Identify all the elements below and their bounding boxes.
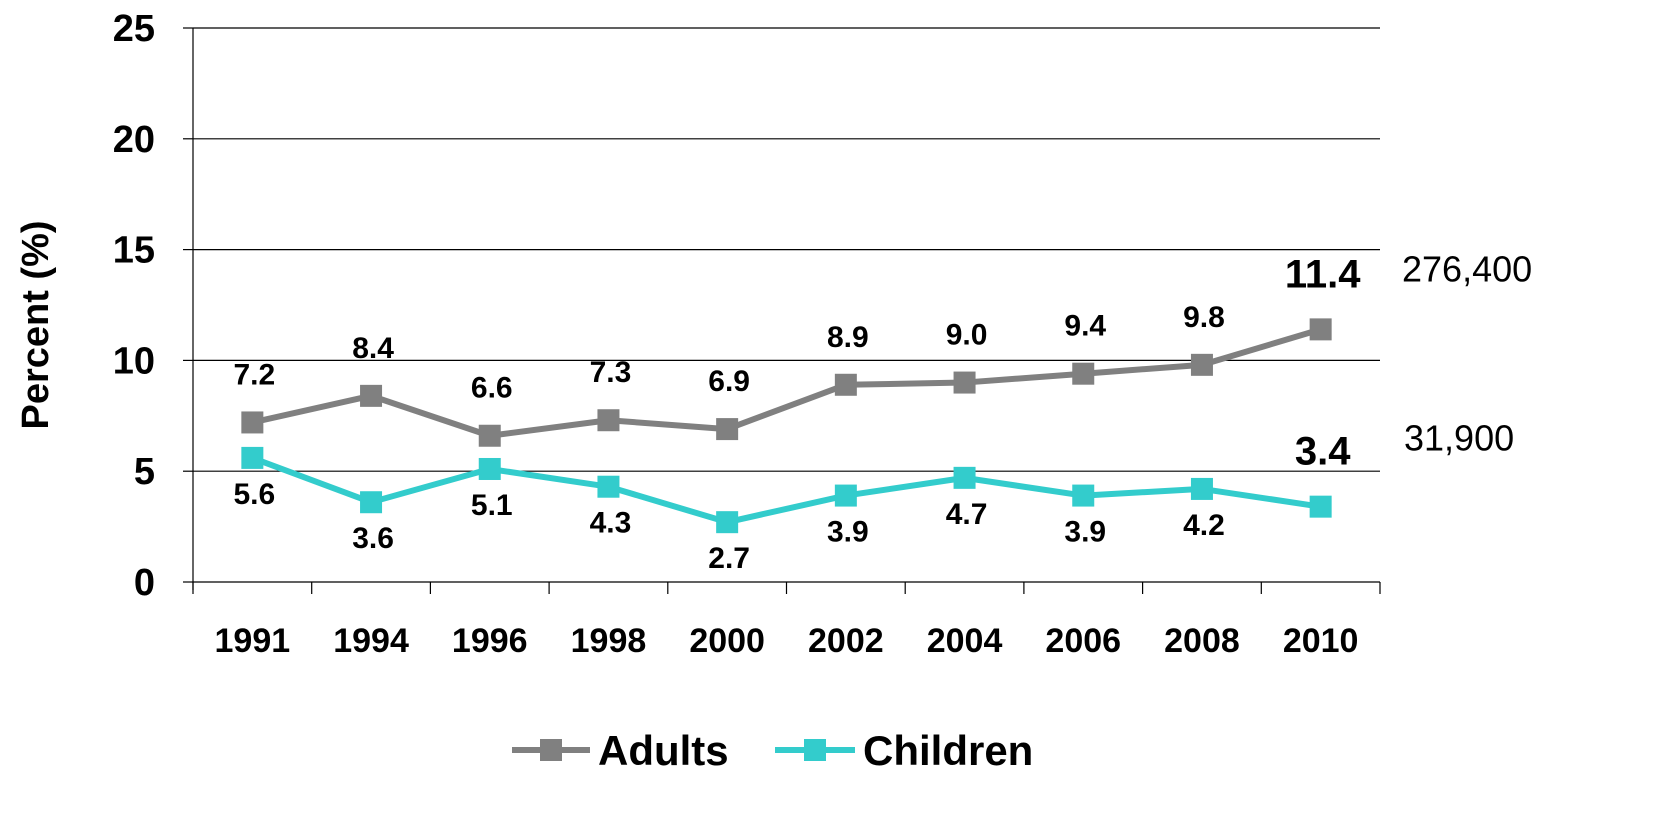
legend-label-children: Children [863, 727, 1033, 774]
data-label-children: 5.6 [233, 478, 275, 511]
data-labels: 7.2 8.4 6.6 7.3 6.9 8.9 9.0 9.4 9.8 11.4 5.6 3.6 5.1… [233, 248, 1532, 575]
data-point-children [834, 484, 857, 507]
data-point-children [360, 491, 383, 514]
x-tick-label: 1996 [452, 622, 528, 660]
adults-count-annotation: 276,400 [1402, 248, 1532, 289]
data-label-children: 4.3 [590, 507, 632, 540]
series-line-children [251, 455, 1322, 526]
axes [183, 27, 1381, 594]
data-label-adults: 9.8 [1183, 301, 1225, 334]
x-tick-label: 1991 [215, 622, 291, 660]
data-label-adults: 11.4 [1285, 252, 1361, 296]
y-axis-label: Percent (%) [15, 220, 57, 429]
series-layer [241, 318, 1332, 534]
data-label-children: 5.1 [471, 489, 513, 522]
y-tick-label: 20 [113, 119, 155, 161]
data-label-children: 3.6 [352, 522, 394, 555]
data-point-children [1072, 484, 1095, 507]
data-point-children [1309, 495, 1332, 518]
data-label-adults: 6.6 [471, 372, 513, 405]
x-tick-labels: 1991 1994 1996 1998 2000 2002 2004 2006 2008 2010 [215, 622, 1359, 660]
data-label-children: 3.9 [1064, 516, 1106, 549]
data-label-children: 4.7 [946, 498, 988, 531]
data-label-adults: 8.4 [352, 332, 394, 365]
x-tick-label: 2002 [808, 622, 884, 660]
children-count-annotation: 31,900 [1404, 418, 1514, 459]
legend: Adults Children [512, 727, 1033, 774]
x-tick-label: 1998 [571, 622, 647, 660]
legend-swatch-marker-children [804, 739, 826, 761]
x-tick-label: 1994 [333, 622, 409, 660]
y-tick-labels: 0 5 10 15 20 25 [113, 8, 155, 604]
data-point-adults [241, 411, 264, 434]
data-label-children: 3.4 [1295, 430, 1351, 474]
data-label-children: 2.7 [708, 542, 750, 575]
data-point-adults [360, 384, 383, 407]
data-point-adults [834, 373, 857, 396]
y-tick-label: 15 [113, 230, 155, 272]
legend-swatch-marker-adults [540, 739, 562, 761]
x-tick-label: 2004 [927, 622, 1003, 660]
series-line-adults [251, 326, 1322, 439]
data-point-children [597, 475, 620, 498]
data-point-adults [716, 418, 739, 441]
data-label-children: 3.9 [827, 516, 869, 549]
x-tick-label: 2008 [1164, 622, 1240, 660]
gridlines [193, 27, 1380, 472]
data-point-children [1190, 477, 1213, 500]
data-point-children [716, 511, 739, 534]
y-tick-label: 5 [134, 451, 155, 493]
data-point-adults [1190, 353, 1213, 376]
data-label-adults: 7.2 [233, 358, 275, 391]
data-label-adults: 8.9 [827, 321, 869, 354]
data-point-adults [597, 409, 620, 432]
data-point-children [478, 457, 501, 480]
x-tick-label: 2000 [689, 622, 765, 660]
data-label-adults: 9.0 [946, 319, 988, 352]
data-point-adults [1072, 362, 1095, 385]
data-point-adults [478, 424, 501, 447]
data-point-adults [953, 371, 976, 394]
data-label-children: 4.2 [1183, 509, 1225, 542]
legend-label-adults: Adults [598, 727, 729, 774]
data-label-adults: 7.3 [590, 356, 632, 389]
data-point-adults [1309, 318, 1332, 341]
y-tick-label: 0 [134, 562, 155, 604]
data-label-adults: 9.4 [1064, 310, 1106, 343]
x-tick-label: 2010 [1283, 622, 1359, 660]
data-point-children [241, 446, 264, 469]
data-label-adults: 6.9 [708, 365, 750, 398]
y-tick-label: 10 [113, 340, 155, 382]
x-tick-label: 2006 [1045, 622, 1121, 660]
y-tick-label: 25 [113, 8, 155, 50]
data-point-children [953, 466, 976, 489]
